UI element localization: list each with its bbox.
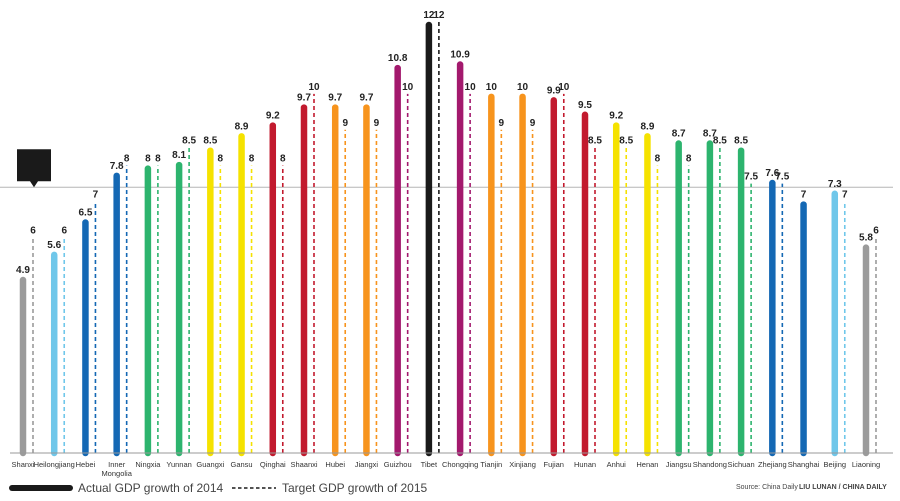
label-actual-shanxi: 4.9: [16, 265, 30, 276]
label-target-tibet: 12: [433, 10, 445, 21]
label-actual-anhui: 9.2: [609, 111, 623, 122]
label-actual-zhejiang: 7.6: [765, 168, 779, 179]
category-label-fujian: Fujian: [544, 460, 564, 469]
label-target-tianjin: 9: [499, 118, 505, 129]
label-actual-jiangxi: 9.7: [359, 93, 373, 104]
label-target-gansu: 8: [249, 154, 255, 165]
source-note: Source: China Daily: [736, 484, 798, 491]
label-actual-qinghai: 9.2: [266, 111, 280, 122]
label-target-liaoning: 6: [873, 226, 879, 237]
legend: Actual GDP growth of 2014 Target GDP gro…: [9, 481, 428, 495]
national-average-line2: average: [21, 243, 55, 253]
label-target-yunnan: 8.5: [182, 136, 196, 147]
label-actual-inner-mongolia: 7.8: [110, 161, 124, 172]
label-target-beijing: 7: [842, 190, 848, 201]
category-label-shanxi: Shanxi: [12, 460, 35, 469]
category-label-henan: Henan: [636, 460, 658, 469]
national-average-value: 7.4: [29, 253, 42, 263]
category-label-inner-mongolia: Inner Mongolia: [101, 460, 132, 478]
label-target-ningxia: 8: [155, 154, 161, 165]
label-actual-beijing: 7.3: [828, 179, 842, 190]
category-label-hubei: Hubei: [325, 460, 345, 469]
label-actual-fujian: 9.9: [547, 85, 561, 96]
category-label-xinjiang: Xinjiang: [509, 460, 536, 469]
label-actual-xinjiang: 10: [517, 82, 529, 93]
label-target-chongqing: 10: [465, 82, 477, 93]
category-label-anhui: Anhui: [607, 460, 627, 469]
category-label-gansu: Gansu: [231, 460, 253, 469]
label-actual-heilongjiang: 5.6: [47, 240, 61, 251]
label-actual-shanghai: 7: [801, 190, 807, 201]
category-label-guangxi: Guangxi: [196, 460, 224, 469]
category-label-tibet: Tibet: [421, 460, 438, 469]
national-average-label: National average 7.4: [17, 149, 57, 263]
label-actual-hunan: 9.5: [578, 100, 592, 111]
label-actual-hebei: 6.5: [78, 208, 92, 219]
label-target-qinghai: 8: [280, 154, 286, 165]
label-target-hebei: 7: [93, 190, 99, 201]
category-label-guizhou: Guizhou: [384, 460, 412, 469]
label-actual-sichuan: 8.5: [734, 136, 748, 147]
label-target-jiangsu: 8: [686, 154, 692, 165]
label-actual-shaanxi: 9.7: [297, 93, 311, 104]
category-label-jiangsu: Jiangsu: [666, 460, 692, 469]
label-target-fujian: 10: [558, 82, 570, 93]
label-target-hunan: 8.5: [588, 136, 602, 147]
category-label-liaoning: Liaoning: [852, 460, 880, 469]
label-target-anhui: 8.5: [619, 136, 633, 147]
category-label-yunnan: Yunnan: [166, 460, 191, 469]
label-actual-liaoning: 5.8: [859, 233, 873, 244]
label-actual-ningxia: 8: [145, 154, 151, 165]
label-actual-henan: 8.9: [640, 121, 654, 132]
label-actual-tianjin: 10: [486, 82, 498, 93]
category-label-hebei: Hebei: [76, 460, 96, 469]
category-label-zhejiang: Zhejiang: [758, 460, 787, 469]
label-target-inner-mongolia: 8: [124, 154, 130, 165]
label-actual-yunnan: 8.1: [172, 150, 186, 161]
label-target-guangxi: 8: [218, 154, 224, 165]
label-actual-guizhou: 10.8: [388, 53, 408, 64]
category-label-chongqing: Chongqing: [442, 460, 478, 469]
label-target-zhejiang: 7.5: [775, 172, 789, 183]
category-label-sichuan: Sichuan: [728, 460, 755, 469]
category-label-shanghai: Shanghai: [788, 460, 820, 469]
category-label-beijing: Beijing: [824, 460, 847, 469]
legend-label-target: Target GDP growth of 2015: [282, 481, 428, 495]
label-target-hubei: 9: [342, 118, 348, 129]
category-label-tianjin: Tianjin: [480, 460, 502, 469]
legend-label-actual: Actual GDP growth of 2014: [78, 481, 224, 495]
category-label-shaanxi: Shaanxi: [290, 460, 317, 469]
category-label-hunan: Hunan: [574, 460, 596, 469]
category-label-heilongjiang: Heilongjiang: [34, 460, 75, 469]
label-target-xinjiang: 9: [530, 118, 536, 129]
label-actual-jiangsu: 8.7: [672, 129, 686, 140]
label-target-shaanxi: 10: [308, 82, 320, 93]
label-target-guizhou: 10: [402, 82, 414, 93]
label-target-jiangxi: 9: [374, 118, 380, 129]
label-target-henan: 8: [655, 154, 661, 165]
label-actual-chongqing: 10.9: [450, 50, 470, 61]
chart-marks: 4.96Shanxi5.66Heilongjiang6.57Hebei7.88I…: [12, 10, 881, 478]
label-target-heilongjiang: 6: [61, 226, 67, 237]
category-label-shandong: Shandong: [693, 460, 727, 469]
category-label-ningxia: Ningxia: [135, 460, 161, 469]
label-actual-guangxi: 8.5: [203, 136, 217, 147]
label-actual-gansu: 8.9: [235, 121, 249, 132]
label-target-shandong: 8.5: [713, 136, 727, 147]
label-actual-shandong: 8.7: [703, 129, 717, 140]
label-target-sichuan: 7.5: [744, 172, 758, 183]
label-target-shanxi: 6: [30, 226, 36, 237]
category-label-qinghai: Qinghai: [260, 460, 286, 469]
national-average-tag: [17, 149, 51, 188]
label-actual-hubei: 9.7: [328, 93, 342, 104]
national-average-line1: National: [21, 233, 57, 243]
credit-line: LIU LUNAN / CHINA DAILY: [799, 484, 887, 491]
label-actual-tibet: 12: [423, 10, 435, 21]
category-label-jiangxi: Jiangxi: [355, 460, 379, 469]
